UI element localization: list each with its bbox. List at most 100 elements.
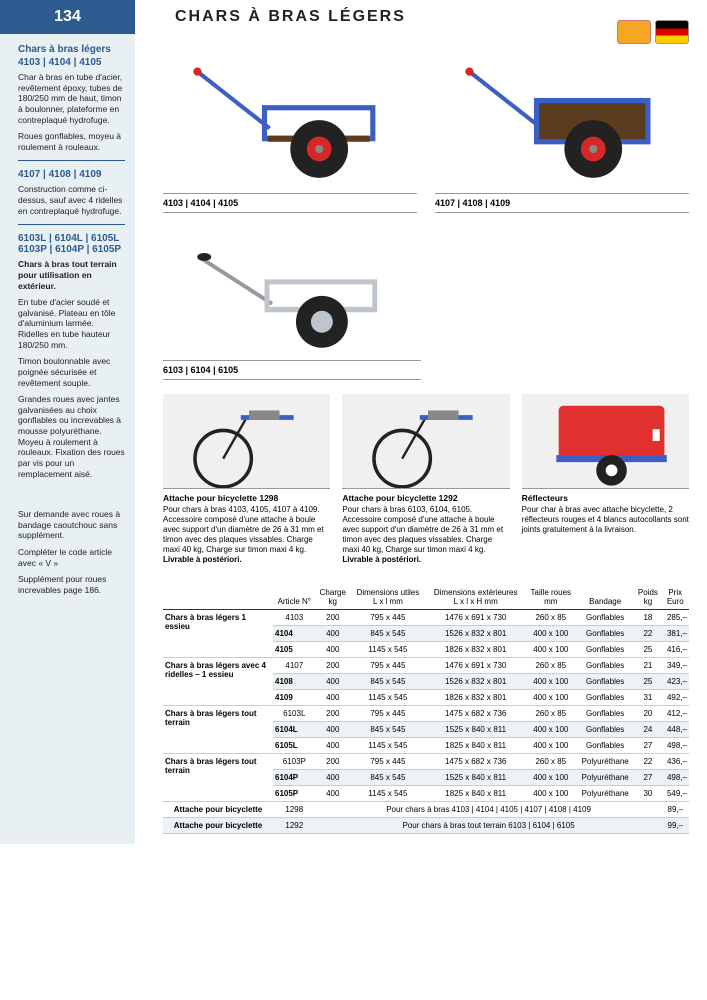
sidebar-section-title: Chars à bras légers (18, 44, 125, 55)
accessory-card: Attache pour bicyclette 1292Pour chars à… (342, 394, 509, 565)
table-cell: 6105L (273, 738, 316, 754)
table-header: Chargekg (316, 585, 350, 610)
table-cell: 400 x 100 (526, 786, 577, 802)
table-cell: 1526 x 832 x 801 (426, 626, 526, 642)
row-label: Chars à bras légers tout terrain (163, 706, 273, 754)
table-cell: 845 x 545 (350, 674, 426, 690)
table-cell: 22 (634, 626, 661, 642)
table-cell: 400 (316, 674, 350, 690)
page-header: 134 CHARS À BRAS LÉGERS (0, 0, 707, 34)
table-header (163, 585, 273, 610)
table-cell: 1145 x 545 (350, 642, 426, 658)
table-cell: 6103L (273, 706, 316, 722)
table-cell: 845 x 545 (350, 770, 426, 786)
table-cell: 200 (316, 754, 350, 770)
product-caption: 4103 | 4104 | 4105 (163, 194, 417, 213)
table-cell: 200 (316, 706, 350, 722)
table-cell: Pour chars à bras 4103 | 4104 | 4105 | 4… (316, 802, 662, 818)
product-card-4107: 4107 | 4108 | 4109 (435, 44, 689, 213)
table-cell: 18 (634, 610, 661, 626)
table-cell: Gonflables (576, 610, 634, 626)
accessory-image (163, 394, 330, 489)
accessory-image (522, 394, 689, 489)
table-cell: 4103 (273, 610, 316, 626)
table-cell: 498,– (662, 738, 689, 754)
table-cell: 285,– (662, 610, 689, 626)
table-cell: 400 x 100 (526, 626, 577, 642)
table-cell: 423,– (662, 674, 689, 690)
table-cell: 448,– (662, 722, 689, 738)
table-cell: 400 (316, 786, 350, 802)
product-caption: 4107 | 4108 | 4109 (435, 194, 689, 213)
table-cell: 1145 x 545 (350, 786, 426, 802)
table-cell: 795 x 445 (350, 610, 426, 626)
table-cell: 22 (634, 754, 661, 770)
sidebar-note: Supplément pour roues increvables page 1… (18, 574, 125, 595)
table-row: Attache pour bicyclette1292Pour chars à … (163, 818, 689, 834)
table-cell: 6105P (273, 786, 316, 802)
main-content: 4103 | 4104 | 4105 4107 | 4108 | 4 (135, 34, 707, 844)
table-cell: 400 (316, 690, 350, 706)
table-cell: Gonflables (576, 626, 634, 642)
table-header: Bandage (576, 585, 634, 610)
cart-illustration-icon (176, 234, 408, 354)
accessory-desc: Pour char à bras avec attache bicyclette… (522, 505, 689, 535)
table-cell: 1525 x 840 x 811 (426, 722, 526, 738)
table-cell: 4104 (273, 626, 316, 642)
product-caption: 6103 | 6104 | 6105 (163, 361, 421, 380)
row-label: Chars à bras légers avec 4 ridelles – 1 … (163, 658, 273, 706)
table-cell: Pour chars à bras tout terrain 6103 | 61… (316, 818, 662, 834)
accessory-card: RéflecteursPour char à bras avec attache… (522, 394, 689, 565)
table-cell: Gonflables (576, 738, 634, 754)
spec-table: Article N°ChargekgDimensions utilesL x l… (163, 585, 689, 834)
sidebar: Chars à bras légers4103 | 4104 | 4105Cha… (0, 34, 135, 844)
table-cell: 349,– (662, 658, 689, 674)
table-cell: Gonflables (576, 674, 634, 690)
table-header: PrixEuro (662, 585, 689, 610)
cart-illustration-icon (176, 51, 405, 185)
accessory-desc: Pour chars à bras 6103, 6104, 6105. Acce… (342, 505, 509, 565)
table-cell: 400 (316, 642, 350, 658)
table-cell: 24 (634, 722, 661, 738)
table-cell: Gonflables (576, 722, 634, 738)
sidebar-note: Compléter le code article avec « V » (18, 547, 125, 568)
accessory-title: Réflecteurs (522, 489, 689, 505)
table-cell: Polyuréthane (576, 786, 634, 802)
row-label: Chars à bras légers tout terrain (163, 754, 273, 802)
table-cell: 795 x 445 (350, 754, 426, 770)
sidebar-text: Chars à bras tout terrain pour utilisati… (18, 259, 125, 291)
table-cell: 1476 x 691 x 730 (426, 658, 526, 674)
sidebar-text: Grandes roues avec jantes galvanisées au… (18, 394, 125, 479)
table-cell: 400 x 100 (526, 674, 577, 690)
sidebar-section-models: 4107 | 4108 | 4109 (18, 169, 125, 180)
table-cell: 260 x 85 (526, 658, 577, 674)
table-header: Dimensions utilesL x l mm (350, 585, 426, 610)
table-cell: Gonflables (576, 706, 634, 722)
table-cell: 27 (634, 770, 661, 786)
table-header: Article N° (273, 585, 316, 610)
table-cell: 27 (634, 738, 661, 754)
made-in-germany-badge-icon (655, 20, 689, 44)
table-cell: 4105 (273, 642, 316, 658)
accessory-desc: Pour chars à bras 4103, 4105, 4107 à 410… (163, 505, 330, 565)
guarantee-badge-icon (617, 20, 651, 44)
table-cell: 25 (634, 674, 661, 690)
table-cell: 1475 x 682 x 736 (426, 706, 526, 722)
table-cell: 1475 x 682 x 736 (426, 754, 526, 770)
table-header: Poidskg (634, 585, 661, 610)
table-cell: 412,– (662, 706, 689, 722)
table-cell: 400 x 100 (526, 722, 577, 738)
sidebar-text: En tube d'acier soudé et galvanisé. Plat… (18, 297, 125, 350)
row-label: Attache pour bicyclette (163, 802, 273, 818)
table-cell: 1526 x 832 x 801 (426, 674, 526, 690)
table-row: Chars à bras légers avec 4 ridelles – 1 … (163, 658, 689, 674)
table-cell: 400 (316, 770, 350, 786)
table-cell: 1298 (273, 802, 316, 818)
table-cell: 31 (634, 690, 661, 706)
table-cell: 845 x 545 (350, 722, 426, 738)
table-cell: 1825 x 840 x 811 (426, 738, 526, 754)
table-cell: 795 x 445 (350, 658, 426, 674)
table-cell: Gonflables (576, 690, 634, 706)
table-row: Chars à bras légers tout terrain6103L200… (163, 706, 689, 722)
table-cell: 21 (634, 658, 661, 674)
